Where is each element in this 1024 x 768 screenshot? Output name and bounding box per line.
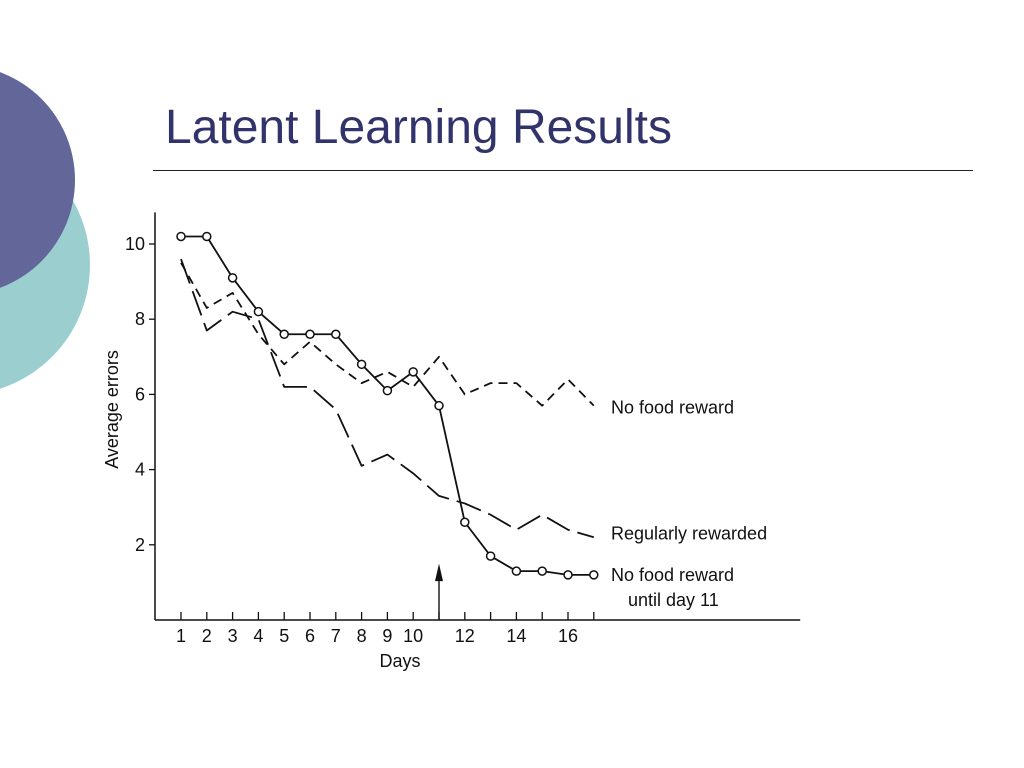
series-label-until-day11-line1: No food reward xyxy=(611,565,734,585)
y-tick-label: 6 xyxy=(135,384,145,404)
series-label-until-day11-line2: until day 11 xyxy=(628,590,719,610)
data-point xyxy=(563,570,573,580)
data-point xyxy=(485,551,496,561)
y-tick-label: 10 xyxy=(125,234,145,254)
x-tick-label: 10 xyxy=(403,626,423,646)
x-tick-label: 6 xyxy=(305,626,315,646)
data-point xyxy=(305,329,315,339)
data-point xyxy=(176,231,186,242)
x-tick-label: 1 xyxy=(176,626,186,646)
x-tick-label: 16 xyxy=(558,626,578,646)
x-tick-label: 8 xyxy=(357,626,367,646)
data-point xyxy=(511,566,522,576)
x-tick-label: 12 xyxy=(455,626,475,646)
x-tick-label: 3 xyxy=(228,626,238,646)
x-tick-label: 7 xyxy=(331,626,341,646)
data-point xyxy=(331,329,341,339)
y-tick-label: 2 xyxy=(135,535,145,555)
data-point xyxy=(434,400,444,411)
data-point xyxy=(589,570,599,580)
data-point xyxy=(408,367,418,377)
y-tick-label: 4 xyxy=(135,460,145,480)
data-point xyxy=(253,306,264,317)
data-point xyxy=(382,385,393,396)
x-tick-label: 14 xyxy=(506,626,526,646)
chart-series xyxy=(176,231,599,580)
x-tick-label: 2 xyxy=(202,626,212,646)
series-label-regularly-rewarded: Regularly rewarded xyxy=(611,523,767,543)
series-label-no-food-reward: No food reward xyxy=(611,398,734,418)
slide-title: Latent Learning Results xyxy=(165,101,672,154)
purple-circle xyxy=(0,72,75,288)
title-divider xyxy=(153,170,973,171)
chart-labels: Days Average errors No food reward Regularl… xyxy=(102,350,767,671)
series-line-3 xyxy=(181,235,594,576)
data-point xyxy=(537,566,547,576)
series-line-2 xyxy=(180,258,595,539)
x-tick-label: 9 xyxy=(382,626,392,646)
data-point xyxy=(202,231,212,242)
data-point xyxy=(227,273,238,283)
x-tick-label: 5 xyxy=(279,626,289,646)
data-point xyxy=(460,517,470,527)
x-tick-label: 4 xyxy=(253,626,263,646)
y-axis-label: Average errors xyxy=(102,350,122,469)
x-axis-label: Days xyxy=(379,651,420,671)
y-tick-label: 8 xyxy=(135,309,145,329)
day11-arrow-head xyxy=(435,563,443,582)
data-point xyxy=(356,359,367,370)
series-line-1 xyxy=(180,262,595,407)
data-point xyxy=(279,329,289,339)
